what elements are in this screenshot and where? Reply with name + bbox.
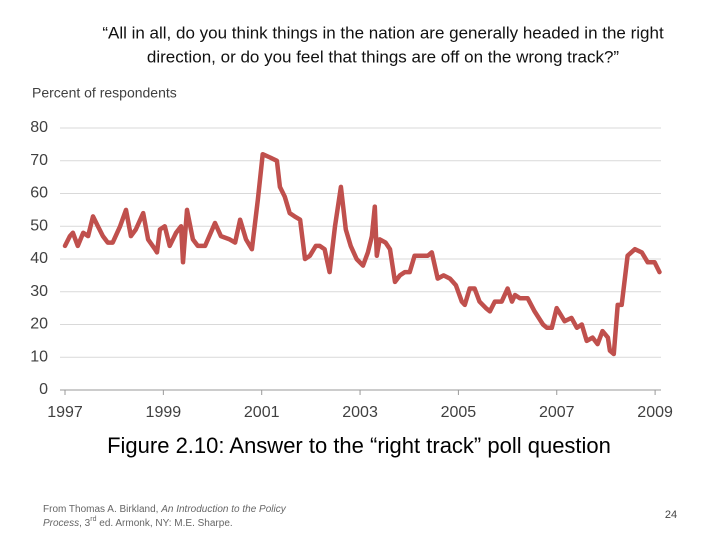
series-line xyxy=(62,151,662,357)
source: From Thomas A. Birkland, An Introduction… xyxy=(43,504,287,515)
title-line: direction, or do you feel that things ar… xyxy=(147,47,620,66)
source: Process, 3rd ed. Armonk, NY: M.E. Sharpe… xyxy=(43,516,233,529)
y-axis-label: Percent of respondents xyxy=(32,85,177,101)
x-tick-label: 1997 xyxy=(47,404,83,421)
y-tick-label: 20 xyxy=(30,316,48,333)
source-sup: rd xyxy=(90,516,96,523)
y-tick-label: 0 xyxy=(39,381,48,398)
source-text: , 3 xyxy=(79,518,91,529)
page-number: 24 xyxy=(665,509,677,521)
title-line: “All in all, do you think things in the … xyxy=(102,23,664,42)
y-tick-label: 10 xyxy=(30,348,48,365)
y-tick-label: 40 xyxy=(30,250,48,267)
x-tick-label: 2007 xyxy=(539,404,575,421)
y-tick-label: 50 xyxy=(30,217,48,234)
x-tick-label: 2003 xyxy=(342,404,378,421)
y-tick-label: 30 xyxy=(30,283,48,300)
y-tick-label: 60 xyxy=(30,185,48,202)
x-tick-label: 2005 xyxy=(441,404,477,421)
source-book: An Introduction to the Policy xyxy=(160,504,287,515)
source-book: Process xyxy=(43,518,79,529)
source-text: ed. Armonk, NY: M.E. Sharpe. xyxy=(96,518,232,529)
y-tick-label: 80 xyxy=(30,119,48,136)
caption: Figure 2.10: Answer to the “right track”… xyxy=(107,433,611,458)
x-tick-label: 2009 xyxy=(637,404,673,421)
x-tick-label: 2001 xyxy=(244,404,280,421)
y-tick-label: 70 xyxy=(30,152,48,169)
source-text: From Thomas A. Birkland, xyxy=(43,504,161,515)
x-tick-label: 1999 xyxy=(146,404,182,421)
